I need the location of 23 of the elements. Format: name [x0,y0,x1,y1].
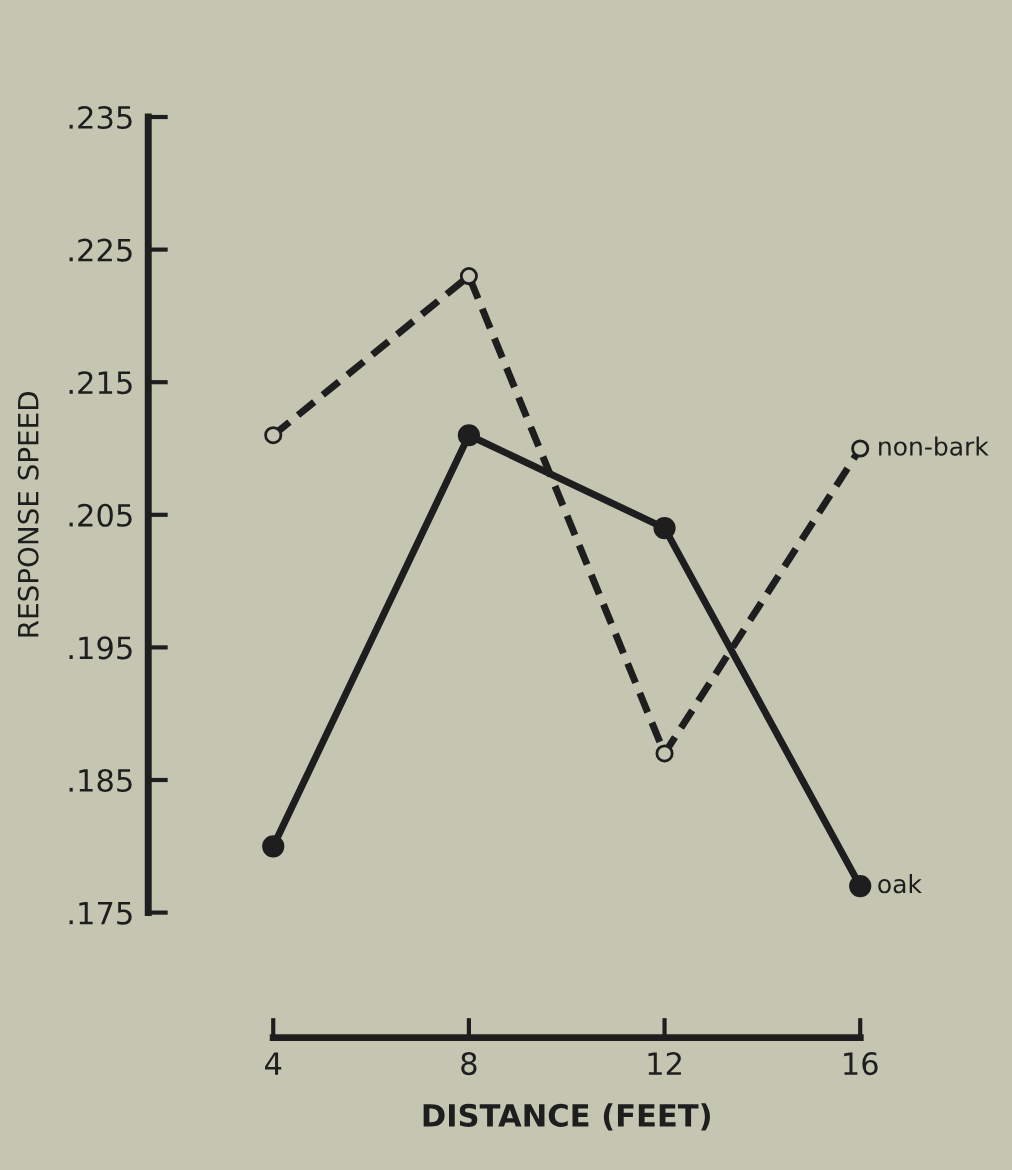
point [457,424,481,447]
x-axis-title: DISTANCE (FEET) [423,1103,710,1131]
y-tick-label: .215 [69,371,132,395]
series-label: non-bark [879,436,989,456]
y-tick-label: .195 [69,636,132,660]
point [849,874,872,898]
y-tick-label: .205 [69,503,132,527]
point [262,835,285,858]
y-tick-label: .175 [69,901,132,925]
y-tick-label: .235 [69,105,132,130]
y-tick-label: .225 [69,238,132,262]
y-axis-title: RESPONSE SPEED [17,392,39,637]
y-tick-label: .185 [69,768,132,793]
point [264,426,283,445]
point [851,439,870,458]
x-tick-label: 4 [265,1052,282,1075]
point [655,744,674,763]
point [459,267,478,286]
x-tick-label: 16 [844,1052,878,1076]
x-tick-label: 8 [461,1052,477,1076]
series-label: oak [878,873,922,894]
x-tick-label: 12 [648,1052,681,1075]
point [653,516,676,540]
